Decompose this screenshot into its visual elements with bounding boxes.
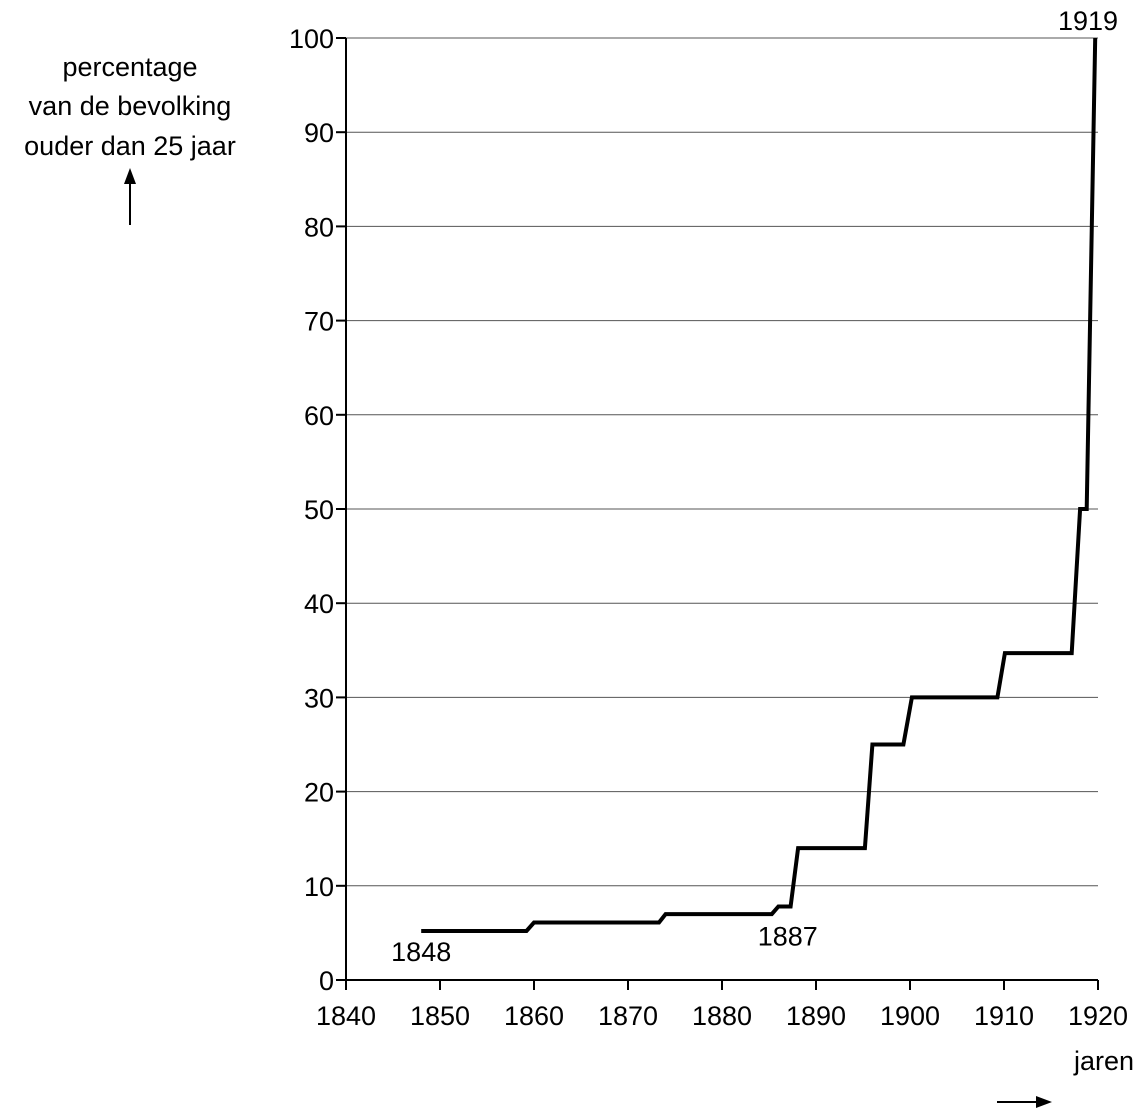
y-tick-label: 100 [289,24,334,54]
x-tick-label: 1890 [786,1001,846,1031]
x-tick-label: 1860 [504,1001,564,1031]
annotation-label: 1848 [391,937,451,967]
series [421,37,1098,933]
y-axis-label-line-1: percentage [62,52,197,82]
y-axis-label-line-2: van de bevolking [29,91,232,121]
x-tick-label: 1850 [410,1001,470,1031]
y-tick-label: 80 [304,212,334,242]
y-ticks: 0 10 20 30 40 50 60 70 80 90 100 [289,24,346,996]
x-tick-label: 1920 [1068,1001,1128,1031]
x-tick-label: 1870 [598,1001,658,1031]
x-axis-label: jaren [997,1046,1134,1108]
y-axis-label: percentage van de bevolking ouder dan 25… [24,52,236,225]
x-tick-label: 1880 [692,1001,752,1031]
annotations: 1848 1887 1919 [391,6,1118,967]
y-tick-label: 70 [304,307,334,337]
y-tick-label: 50 [304,495,334,525]
y-tick-label: 60 [304,401,334,431]
y-tick-label: 40 [304,589,334,619]
y-tick-label: 10 [304,872,334,902]
y-tick-label: 90 [304,118,334,148]
y-axis-label-line-3: ouder dan 25 jaar [24,131,236,161]
series-line [421,37,1098,933]
annotation-label: 1887 [758,922,818,952]
annotation-label: 1919 [1058,6,1118,36]
y-tick-label: 30 [304,683,334,713]
x-tick-label: 1900 [880,1001,940,1031]
x-tick-label: 1910 [974,1001,1034,1031]
right-arrow-icon [997,1096,1052,1108]
up-arrow-icon [124,168,136,225]
x-tick-label: 1840 [316,1001,376,1031]
gridlines [346,37,1098,887]
x-axis-label-text: jaren [1073,1046,1134,1076]
y-tick-label: 0 [319,966,334,996]
y-tick-label: 20 [304,778,334,808]
x-ticks: 1840 1850 1860 1870 1880 1890 1900 1910 1920 [316,980,1128,1031]
